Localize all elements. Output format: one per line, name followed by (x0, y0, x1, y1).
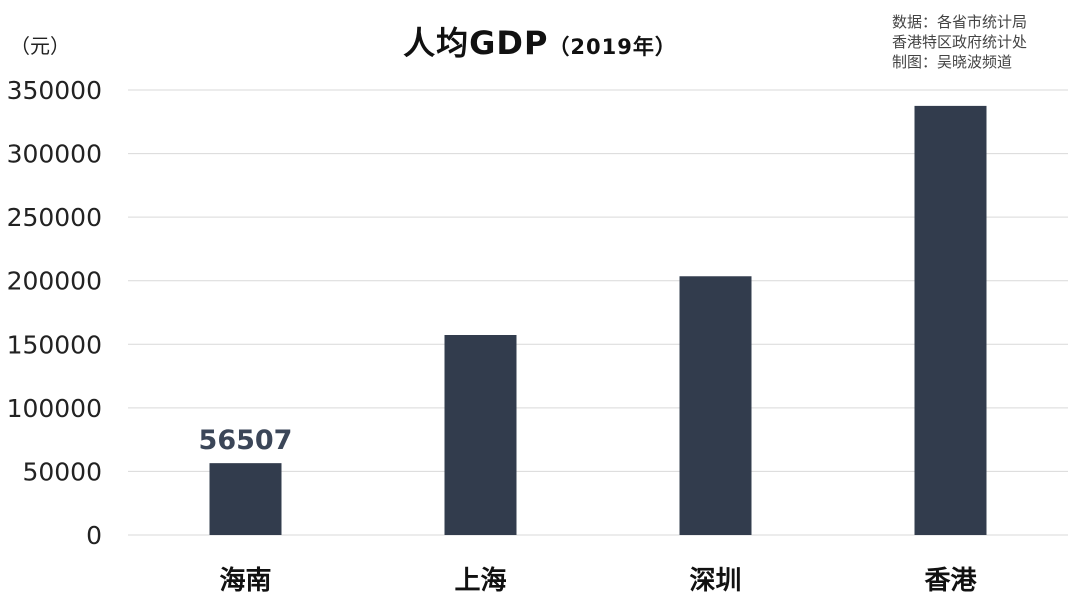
y-tick-label: 250000 (7, 203, 102, 232)
bar (914, 105, 987, 536)
x-category-label: 上海 (454, 566, 506, 596)
bar (209, 463, 282, 535)
bar (444, 335, 517, 535)
chart-title: 人均GDP（2019年） (0, 18, 1080, 64)
chart-title-year: （2019年） (548, 35, 677, 59)
source-line-author: 制图：吴晓波频道 (892, 53, 1013, 71)
source-line-hk: 香港特区政府统计处 (892, 33, 1028, 51)
y-axis-unit-label: （元） (10, 34, 70, 58)
data-label: 56507 (199, 425, 293, 456)
y-tick-label: 200000 (7, 267, 102, 296)
y-tick-label: 150000 (7, 330, 102, 359)
x-category-label: 香港 (924, 566, 977, 596)
source-line-data: 数据：各省市统计局 (892, 13, 1028, 31)
x-category-label: 海南 (219, 566, 271, 596)
x-category-label: 深圳 (689, 566, 741, 596)
y-tick-label: 300000 (7, 140, 102, 169)
y-tick-label: 50000 (22, 457, 102, 486)
chart-title-main: 人均GDP (403, 24, 549, 62)
y-tick-label: 0 (86, 521, 102, 550)
y-tick-label: 350000 (7, 76, 102, 105)
y-tick-label: 100000 (7, 394, 102, 423)
source-note: 数据：各省市统计局 香港特区政府统计处 制图：吴晓波频道 (892, 12, 1074, 72)
bar (679, 276, 752, 535)
